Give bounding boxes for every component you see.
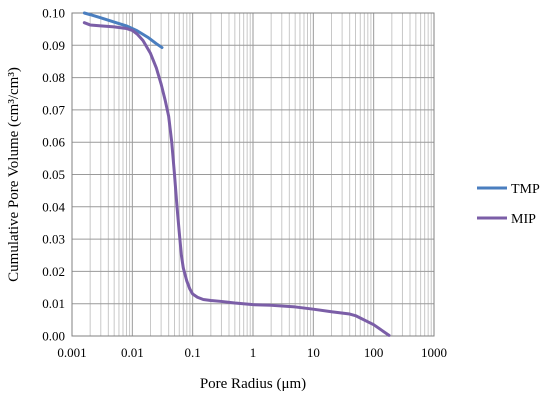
y-tick-label: 0.02 (42, 264, 65, 279)
legend-label-mip: MIP (511, 212, 536, 227)
y-tick-label: 0.05 (42, 167, 65, 182)
x-tick-label: 10 (307, 345, 320, 360)
y-tick-label: 0.00 (42, 329, 65, 344)
y-tick-label: 0.08 (42, 70, 65, 85)
x-axis-title: Pore Radius (μm) (200, 376, 306, 392)
x-tick-label: 0.1 (185, 345, 201, 360)
y-tick-label: 0.10 (42, 6, 65, 21)
grid-lines (71, 12, 434, 337)
y-tick-label: 0.09 (42, 38, 65, 53)
y-tick-label: 0.07 (42, 102, 65, 117)
series-line-mip (82, 21, 391, 337)
x-tick-label: 1000 (421, 345, 447, 360)
y-tick-label: 0.01 (42, 296, 65, 311)
series-layer (82, 11, 391, 337)
x-tick-label: 100 (364, 345, 384, 360)
y-tick-label: 0.06 (42, 135, 65, 150)
y-tick-label: 0.03 (42, 232, 65, 247)
plot-area-frame (71, 12, 435, 337)
x-tick-label: 1 (250, 345, 257, 360)
y-tick-label: 0.04 (42, 199, 65, 214)
legend: TMP MIP (477, 182, 540, 227)
y-tick-labels: 0.00 0.01 0.02 0.03 0.04 0.05 0.06 0.07 0.08 0.09… (42, 6, 65, 344)
x-tick-labels: 0.001 0.01 0.1 1 10 100 1000 (57, 345, 447, 360)
x-tick-label: 0.01 (121, 345, 144, 360)
y-axis-title: Cumulative Pore Volume (cm³/cm³) (6, 67, 22, 282)
series-line-tmp (82, 11, 164, 50)
x-tick-label: 0.001 (57, 345, 86, 360)
legend-label-tmp: TMP (511, 182, 540, 197)
